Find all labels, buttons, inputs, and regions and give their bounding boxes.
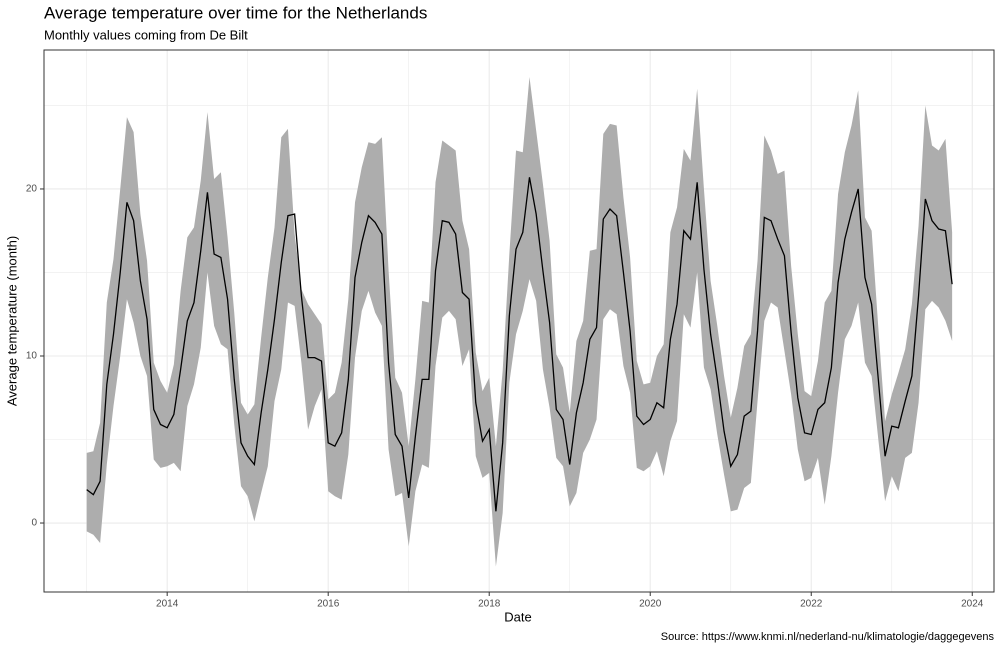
x-tick-label: 2020 (639, 599, 662, 610)
x-tick-label: 2018 (478, 599, 501, 610)
ribbon (86, 77, 953, 567)
x-tick-label: 2014 (156, 599, 179, 610)
line (86, 177, 953, 512)
plot-border (43, 49, 995, 593)
x-tick-label: 2016 (317, 599, 340, 610)
x-axis-label: Date (504, 609, 531, 624)
y-tick-label: 0 (31, 518, 37, 529)
x-tick-label: 2022 (800, 599, 823, 610)
chart-subtitle: Monthly values coming from De Bilt (44, 27, 248, 42)
y-axis-label: Average temperature (month) (4, 236, 19, 406)
caption: Source: https://www.knmi.nl/nederland-nu… (661, 631, 995, 643)
chart-title: Average temperature over time for the Ne… (44, 3, 427, 22)
y-tick-label: 10 (26, 351, 38, 362)
x-tick-label: 2024 (961, 599, 984, 610)
y-tick-label: 20 (26, 184, 38, 195)
